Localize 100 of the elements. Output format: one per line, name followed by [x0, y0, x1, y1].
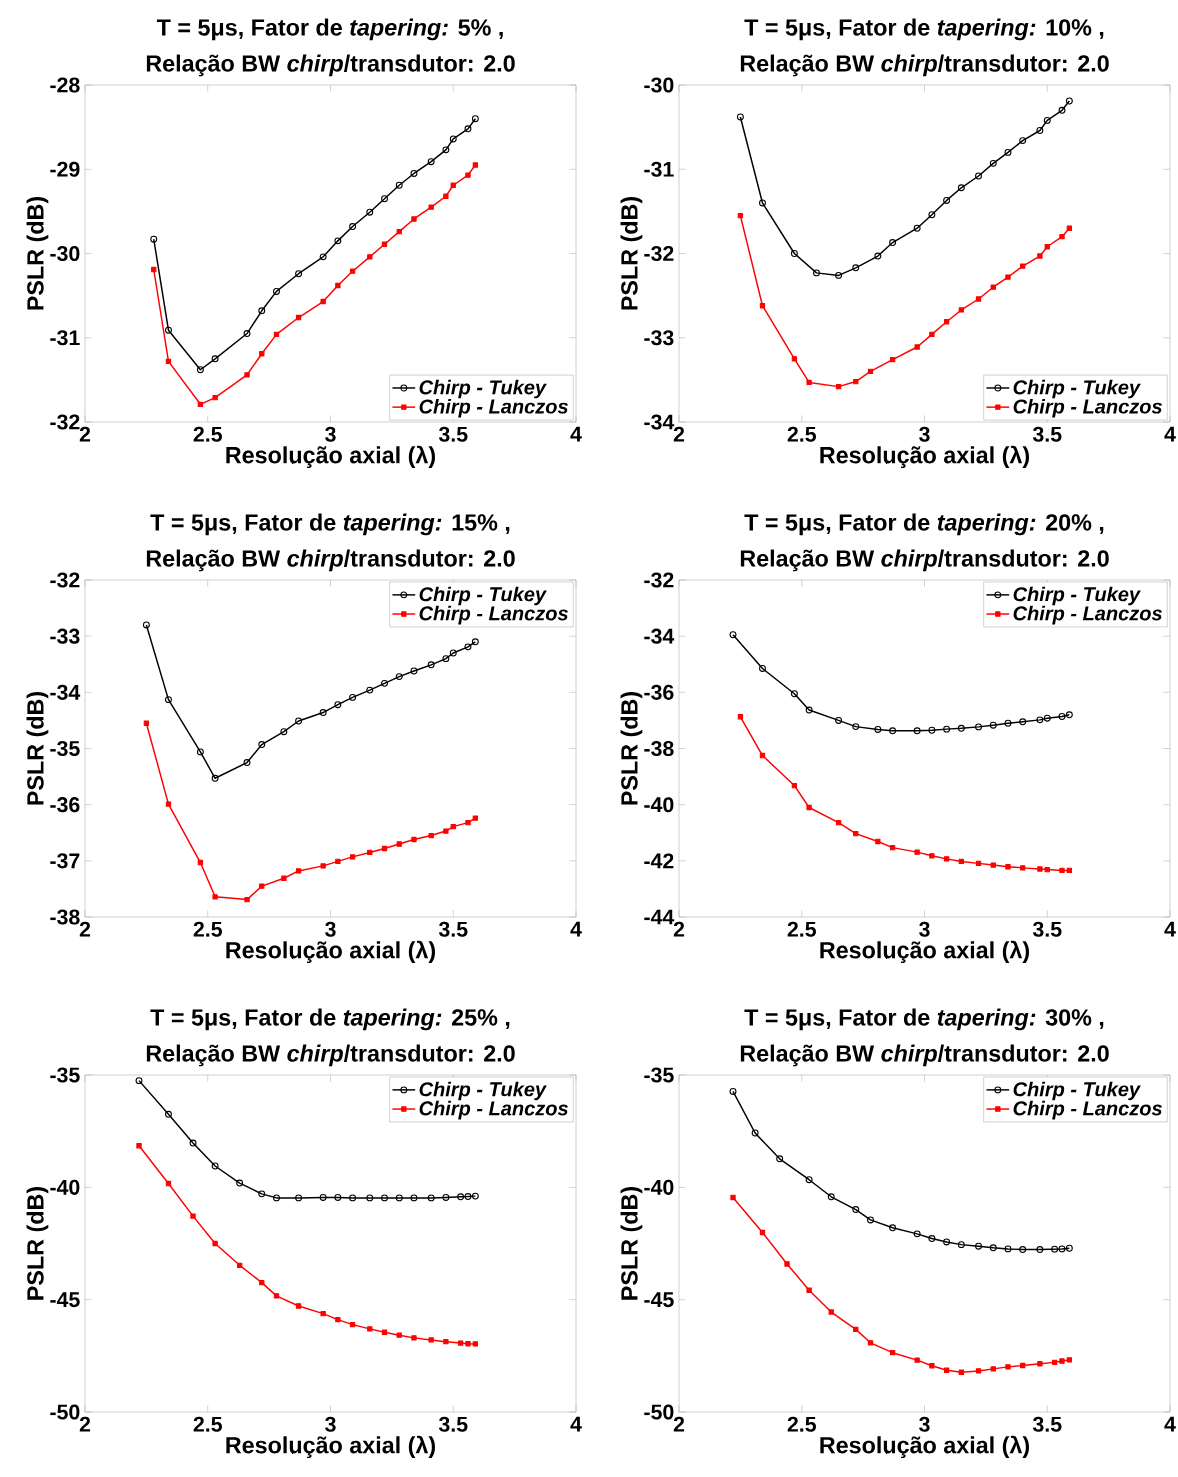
point — [443, 193, 449, 199]
y-tick-label: -36 — [644, 684, 674, 700]
point — [427, 1194, 435, 1202]
point — [464, 125, 472, 133]
point — [349, 693, 357, 701]
point — [136, 1143, 142, 1149]
point — [212, 1240, 218, 1247]
legend-label: Chirp - Tukey — [1013, 586, 1141, 606]
point — [889, 239, 897, 247]
point — [1020, 263, 1026, 269]
point — [349, 854, 356, 860]
point — [236, 1262, 243, 1268]
point — [806, 379, 812, 386]
point — [889, 1350, 896, 1356]
y-axis-title: PSLR (dB) — [26, 197, 49, 310]
point — [335, 858, 341, 865]
x-axis-title: Resolução axial (λ) — [226, 940, 435, 964]
point — [211, 774, 219, 782]
point — [874, 725, 882, 733]
y-tick-label: -33 — [644, 330, 674, 346]
x-tick-label: 3.5 — [438, 921, 468, 937]
point — [449, 649, 457, 657]
point — [196, 748, 204, 756]
point — [975, 296, 982, 302]
point — [776, 1155, 784, 1163]
y-tick-label: -37 — [50, 853, 80, 869]
point — [913, 224, 921, 232]
point — [236, 1179, 244, 1187]
chart-subtitle: Relação BW chirp/transdutor: 2.0 — [146, 54, 515, 77]
chart-subtitle: Relação BW chirp/transdutor: 2.0 — [740, 549, 1109, 572]
x-tick-label: 4 — [1164, 426, 1176, 442]
point — [258, 307, 266, 315]
point — [244, 896, 250, 903]
y-tick-label: -34 — [50, 684, 81, 700]
point — [320, 863, 326, 869]
point — [259, 1279, 265, 1286]
point — [943, 1238, 951, 1246]
y-tick-label: -38 — [50, 909, 80, 925]
point — [1037, 1361, 1043, 1367]
point — [1059, 1358, 1065, 1364]
point — [1004, 148, 1012, 156]
point — [442, 146, 450, 154]
point — [381, 679, 388, 687]
point — [928, 1235, 936, 1243]
point — [319, 1193, 327, 1201]
point — [366, 208, 374, 216]
point — [1005, 274, 1011, 280]
x-tick-label: 3.5 — [1032, 1416, 1062, 1432]
point — [457, 1340, 464, 1346]
chart-subtitle: Relação BW chirp/transdutor: 2.0 — [740, 1044, 1109, 1067]
point — [196, 366, 204, 374]
x-tick-label: 4 — [1164, 921, 1176, 937]
point — [874, 252, 882, 260]
point — [853, 830, 859, 837]
point — [827, 1193, 835, 1201]
point — [913, 727, 921, 735]
x-tick-label: 3 — [325, 426, 336, 442]
y-tick-label: -40 — [50, 1179, 80, 1195]
point — [914, 1357, 920, 1363]
point — [366, 686, 374, 694]
x-tick-label: 3 — [919, 426, 930, 442]
point — [349, 223, 357, 231]
y-tick-label: -29 — [50, 161, 80, 177]
point — [914, 344, 920, 350]
x-tick-label: 2 — [673, 1416, 685, 1432]
y-tick-label: -35 — [50, 740, 80, 757]
x-axis-title: Resolução axial (λ) — [226, 1435, 435, 1459]
point — [472, 1341, 479, 1347]
point — [759, 665, 766, 672]
y-tick-label: -34 — [644, 628, 675, 644]
x-tick-label: 3 — [325, 921, 336, 937]
point — [395, 1194, 403, 1202]
point — [975, 172, 982, 180]
x-tick-label: 3.5 — [1032, 921, 1062, 937]
point — [211, 355, 219, 363]
point — [975, 860, 982, 867]
legend-label: Chirp - Tukey — [419, 586, 547, 606]
legend-label: Chirp - Lanczos — [1013, 398, 1162, 418]
point — [989, 1244, 997, 1252]
point — [381, 1329, 388, 1335]
y-axis-title: PSLR (dB) — [620, 692, 643, 805]
point — [273, 287, 280, 295]
point — [1044, 866, 1050, 873]
point — [790, 250, 798, 257]
point — [835, 383, 842, 390]
legend-label: Chirp - Tukey — [419, 379, 547, 399]
point — [273, 331, 280, 338]
point — [828, 1309, 834, 1315]
y-axis-title: PSLR (dB) — [26, 1187, 49, 1300]
point — [759, 199, 766, 207]
point — [143, 720, 150, 726]
point — [929, 331, 935, 338]
point — [258, 1190, 266, 1198]
point — [1020, 865, 1026, 871]
legend-label: Chirp - Lanczos — [419, 398, 568, 418]
point — [730, 1194, 736, 1201]
y-tick-label: -36 — [50, 797, 80, 813]
point — [759, 303, 766, 309]
point — [427, 158, 435, 166]
x-axis-title: Resolução axial (λ) — [820, 445, 1030, 469]
